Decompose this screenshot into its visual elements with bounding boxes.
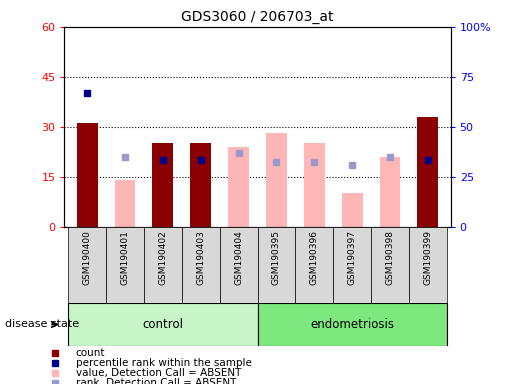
Text: value, Detection Call = ABSENT: value, Detection Call = ABSENT xyxy=(76,368,241,378)
Bar xyxy=(190,143,211,227)
Bar xyxy=(333,227,371,303)
Text: GSM190399: GSM190399 xyxy=(423,230,433,285)
Bar xyxy=(77,123,97,227)
Bar xyxy=(266,133,287,227)
Bar xyxy=(144,227,182,303)
Text: GSM190400: GSM190400 xyxy=(82,230,92,285)
Text: rank, Detection Call = ABSENT: rank, Detection Call = ABSENT xyxy=(76,378,236,384)
Bar xyxy=(114,180,135,227)
Text: GSM190401: GSM190401 xyxy=(121,230,129,285)
Bar xyxy=(304,143,325,227)
Text: GSM190396: GSM190396 xyxy=(310,230,319,285)
Text: endometriosis: endometriosis xyxy=(310,318,394,331)
Bar xyxy=(258,227,296,303)
Text: GSM190398: GSM190398 xyxy=(386,230,394,285)
Bar xyxy=(418,117,438,227)
Text: disease state: disease state xyxy=(5,319,79,329)
Bar xyxy=(182,227,219,303)
Bar xyxy=(219,227,258,303)
Text: GSM190402: GSM190402 xyxy=(158,230,167,285)
Bar xyxy=(106,227,144,303)
Bar xyxy=(409,227,447,303)
Text: count: count xyxy=(76,348,105,358)
Text: GSM190395: GSM190395 xyxy=(272,230,281,285)
Bar xyxy=(258,303,447,346)
Bar xyxy=(342,193,363,227)
Bar xyxy=(68,227,106,303)
Text: GSM190403: GSM190403 xyxy=(196,230,205,285)
Title: GDS3060 / 206703_at: GDS3060 / 206703_at xyxy=(181,10,334,25)
Bar xyxy=(68,303,258,346)
Text: control: control xyxy=(142,318,183,331)
Text: percentile rank within the sample: percentile rank within the sample xyxy=(76,358,252,368)
Bar xyxy=(371,227,409,303)
Bar xyxy=(380,157,401,227)
Bar xyxy=(228,147,249,227)
Bar xyxy=(296,227,333,303)
Bar xyxy=(152,143,173,227)
Text: GSM190404: GSM190404 xyxy=(234,230,243,285)
Text: GSM190397: GSM190397 xyxy=(348,230,357,285)
